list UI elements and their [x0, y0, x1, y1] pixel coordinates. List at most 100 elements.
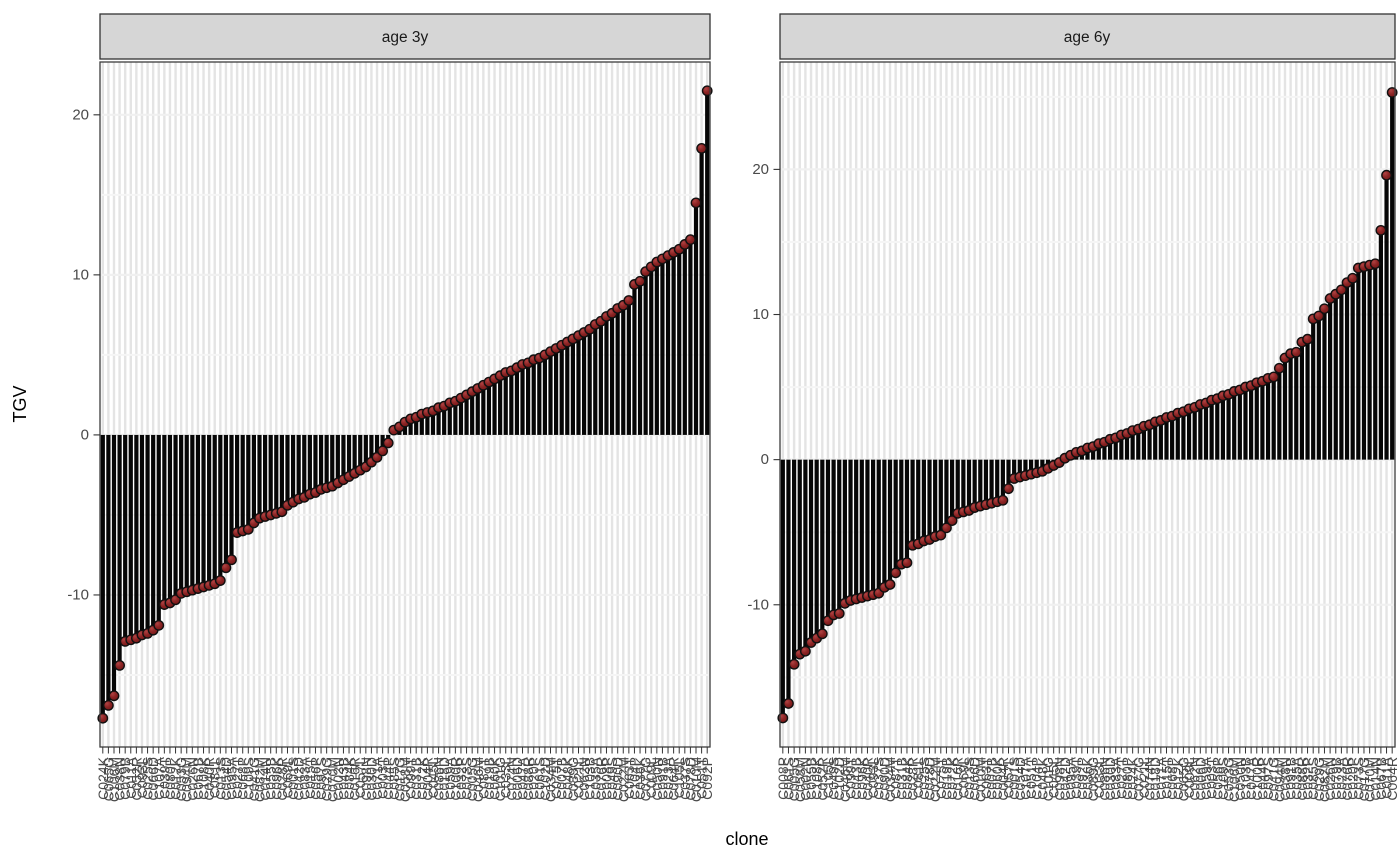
bar [419, 414, 424, 435]
x-tick-label: C044P [1254, 757, 1270, 800]
x-tick-label: C019B [481, 757, 497, 800]
x-tick-label: C038N [1277, 757, 1293, 801]
x-tick-label: C041G [246, 757, 262, 801]
x-tick-label: C088R [1294, 757, 1310, 801]
data-point [690, 197, 702, 209]
x-tick-label: C024K [95, 756, 111, 799]
x-tick-label: C049S [604, 757, 620, 800]
data-point [788, 658, 800, 670]
bar [559, 345, 564, 435]
bar [537, 358, 542, 435]
x-tick-label: C105L [820, 757, 836, 798]
bar [1232, 391, 1237, 460]
x-tick-label: C093L [134, 757, 150, 798]
bar [671, 252, 676, 435]
x-tick-label: C076R [593, 757, 609, 801]
bar [693, 202, 699, 435]
x-tick-label: C062N [1187, 757, 1203, 801]
x-tick-label: C060K [487, 756, 503, 799]
bar [486, 382, 492, 435]
x-tick-label: C075T [548, 757, 564, 799]
x-tick-label: C094M [179, 757, 195, 802]
data-point [153, 619, 165, 631]
data-point [634, 275, 646, 287]
x-tick-label: C067B [190, 757, 206, 800]
bar [430, 410, 436, 435]
x-tick-label: C054D [1012, 757, 1028, 801]
bar [380, 434, 385, 451]
x-tick-label: C068P [235, 757, 251, 800]
x-tick-label: C085S [1305, 757, 1321, 800]
bar [933, 459, 938, 537]
x-tick-label: C053G [173, 757, 189, 801]
bar [447, 402, 452, 435]
bar [274, 434, 279, 514]
x-tick-label: C041G [1266, 757, 1282, 801]
facet-strip-title: age 3y [382, 29, 429, 46]
bar [1147, 424, 1152, 460]
x-tick-label: C034M [543, 757, 559, 802]
bar [1119, 434, 1124, 460]
x-tick-label: C017G [391, 757, 407, 801]
facet-strip-1: age 6y [779, 13, 1396, 60]
x-tick-label: C055B [263, 757, 279, 800]
x-tick-label: C001S [285, 757, 301, 800]
bar [190, 434, 195, 591]
bar [279, 434, 284, 512]
x-tick-label: C004R [419, 757, 435, 801]
bar [369, 434, 374, 463]
data-point [783, 698, 794, 709]
data-point [102, 699, 114, 711]
x-tick-label: C018D [436, 757, 452, 801]
bar [621, 305, 626, 435]
bar [1367, 265, 1372, 460]
x-tick-label: C027T [229, 757, 245, 799]
x-tick-label: C070M [1362, 757, 1378, 802]
x-tick-label: C086N [431, 757, 447, 801]
x-tick-label: C027T [1113, 757, 1129, 799]
bar [307, 434, 312, 495]
bar [290, 434, 296, 503]
bar [1282, 358, 1288, 460]
x-tick-label: C031B [408, 757, 424, 800]
bar [876, 459, 881, 594]
x-tick-label: C028R [274, 757, 290, 801]
x-tick-label: C051T [694, 757, 710, 799]
x-tick-label: C074N [503, 757, 519, 801]
x-tick-label: C107A [151, 756, 167, 799]
x-tick-label: C097S [313, 757, 329, 800]
x-tick-label: C059A [1198, 756, 1214, 799]
bar [848, 459, 853, 601]
x-tick-label: C044P [380, 757, 396, 800]
bar [1294, 352, 1299, 460]
bar [458, 398, 464, 435]
x-tick-label: C097S [1260, 757, 1276, 800]
bar [128, 434, 133, 640]
data-point [114, 659, 125, 671]
data-point [1313, 310, 1325, 322]
bar [1141, 426, 1147, 460]
bar [302, 434, 307, 498]
bar [893, 459, 898, 573]
x-tick-label: C077G [638, 757, 654, 801]
bar [1333, 294, 1338, 460]
bar [526, 362, 531, 435]
data-point [214, 575, 226, 586]
x-tick-label: C082M [1316, 757, 1332, 802]
bar [1017, 459, 1022, 478]
x-tick-label: C109S [240, 757, 256, 800]
x-tick-label: C045L [1046, 757, 1062, 798]
bar [831, 459, 836, 615]
bar [442, 406, 447, 435]
x-tick-label: C107A [1017, 756, 1033, 799]
x-tick-label: C046M [837, 757, 853, 802]
bar [780, 459, 785, 718]
bar [660, 258, 665, 435]
bar [1378, 230, 1383, 460]
bar [649, 266, 654, 435]
x-tick-label: C010M [972, 757, 988, 802]
x-tick-label: C077G [1130, 757, 1146, 801]
bar [1243, 387, 1248, 460]
bar [240, 434, 245, 531]
x-tick-label: C026N [1322, 757, 1338, 801]
